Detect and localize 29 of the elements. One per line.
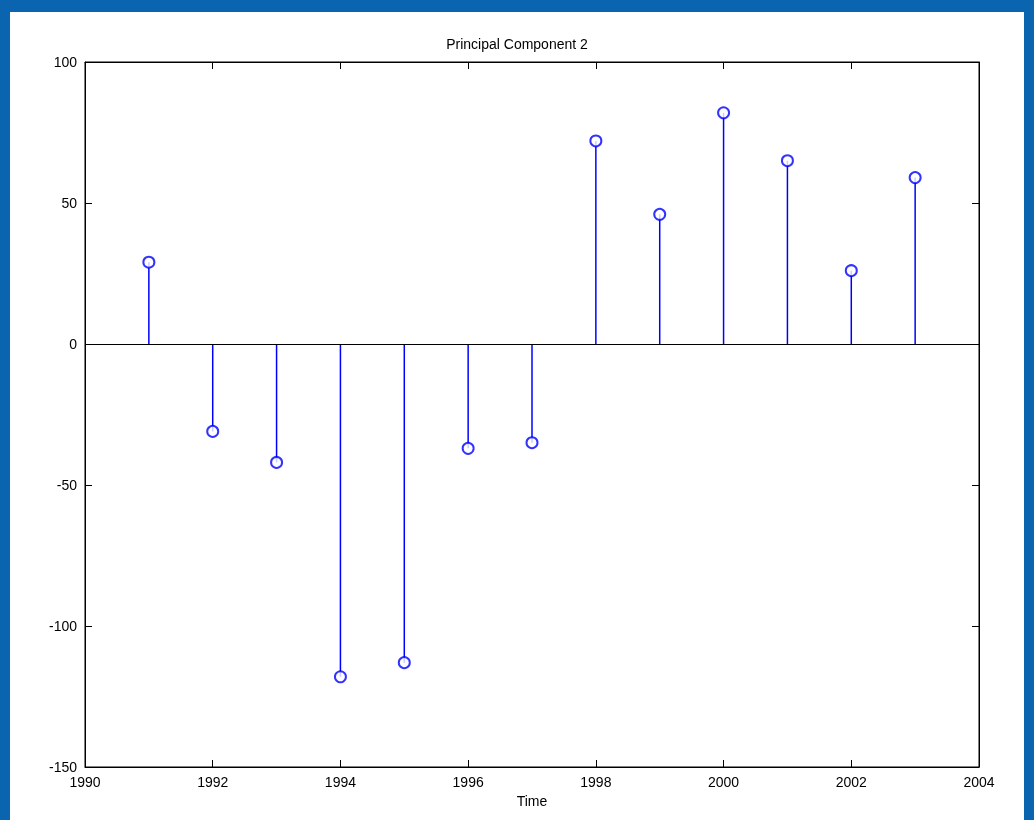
x-tick-label: 1992 — [197, 774, 229, 790]
point — [461, 441, 475, 455]
y-tick-label: 0 — [69, 336, 78, 352]
y-tick-label: 100 — [53, 54, 78, 70]
x-tick-label: 1990 — [69, 774, 101, 790]
point — [717, 106, 731, 120]
x-tick-label: 2002 — [835, 774, 868, 790]
point — [142, 255, 156, 269]
y-tick-label: -100 — [48, 618, 78, 634]
point — [525, 436, 539, 450]
point — [780, 154, 794, 168]
x-tick-label: 1994 — [324, 774, 357, 790]
x-tick-label: 2000 — [707, 774, 740, 790]
chart-title: Principal Component 2 — [446, 36, 589, 52]
point — [397, 656, 411, 670]
point — [333, 670, 347, 684]
x-tick-label: 1998 — [580, 774, 612, 790]
y-tick-label: -50 — [56, 477, 78, 493]
point — [908, 171, 922, 185]
x-axis-title: Time — [516, 792, 548, 809]
y-tick-label: 50 — [61, 195, 78, 211]
point — [844, 264, 858, 278]
point — [653, 207, 667, 221]
point — [206, 424, 220, 438]
x-tick-label: 1996 — [452, 774, 484, 790]
point — [589, 134, 603, 148]
x-tick-label: 2004 — [963, 774, 995, 790]
point — [270, 455, 284, 469]
y-tick-label: -150 — [48, 759, 78, 775]
